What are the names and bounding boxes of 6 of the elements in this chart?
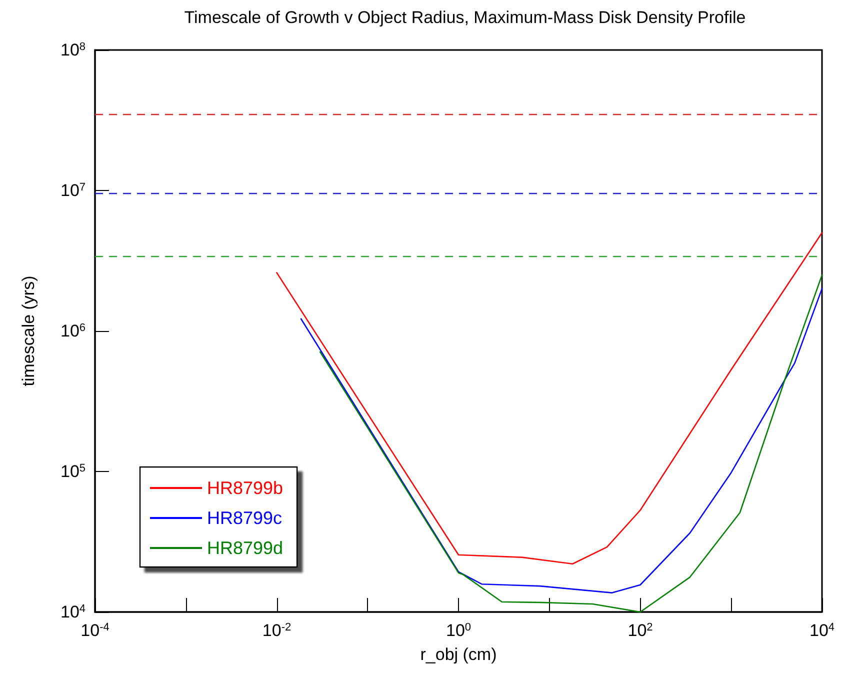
legend-label: HR8799d xyxy=(207,538,284,558)
legend-label: HR8799b xyxy=(207,478,284,498)
y-axis-title: timescale (yrs) xyxy=(19,276,38,386)
x-axis-title: r_obj (cm) xyxy=(420,645,497,664)
chart-title: Timescale of Growth v Object Radius, Maximum-Mass Disk Density Profile xyxy=(184,8,746,27)
legend-label: HR8799c xyxy=(207,508,282,528)
